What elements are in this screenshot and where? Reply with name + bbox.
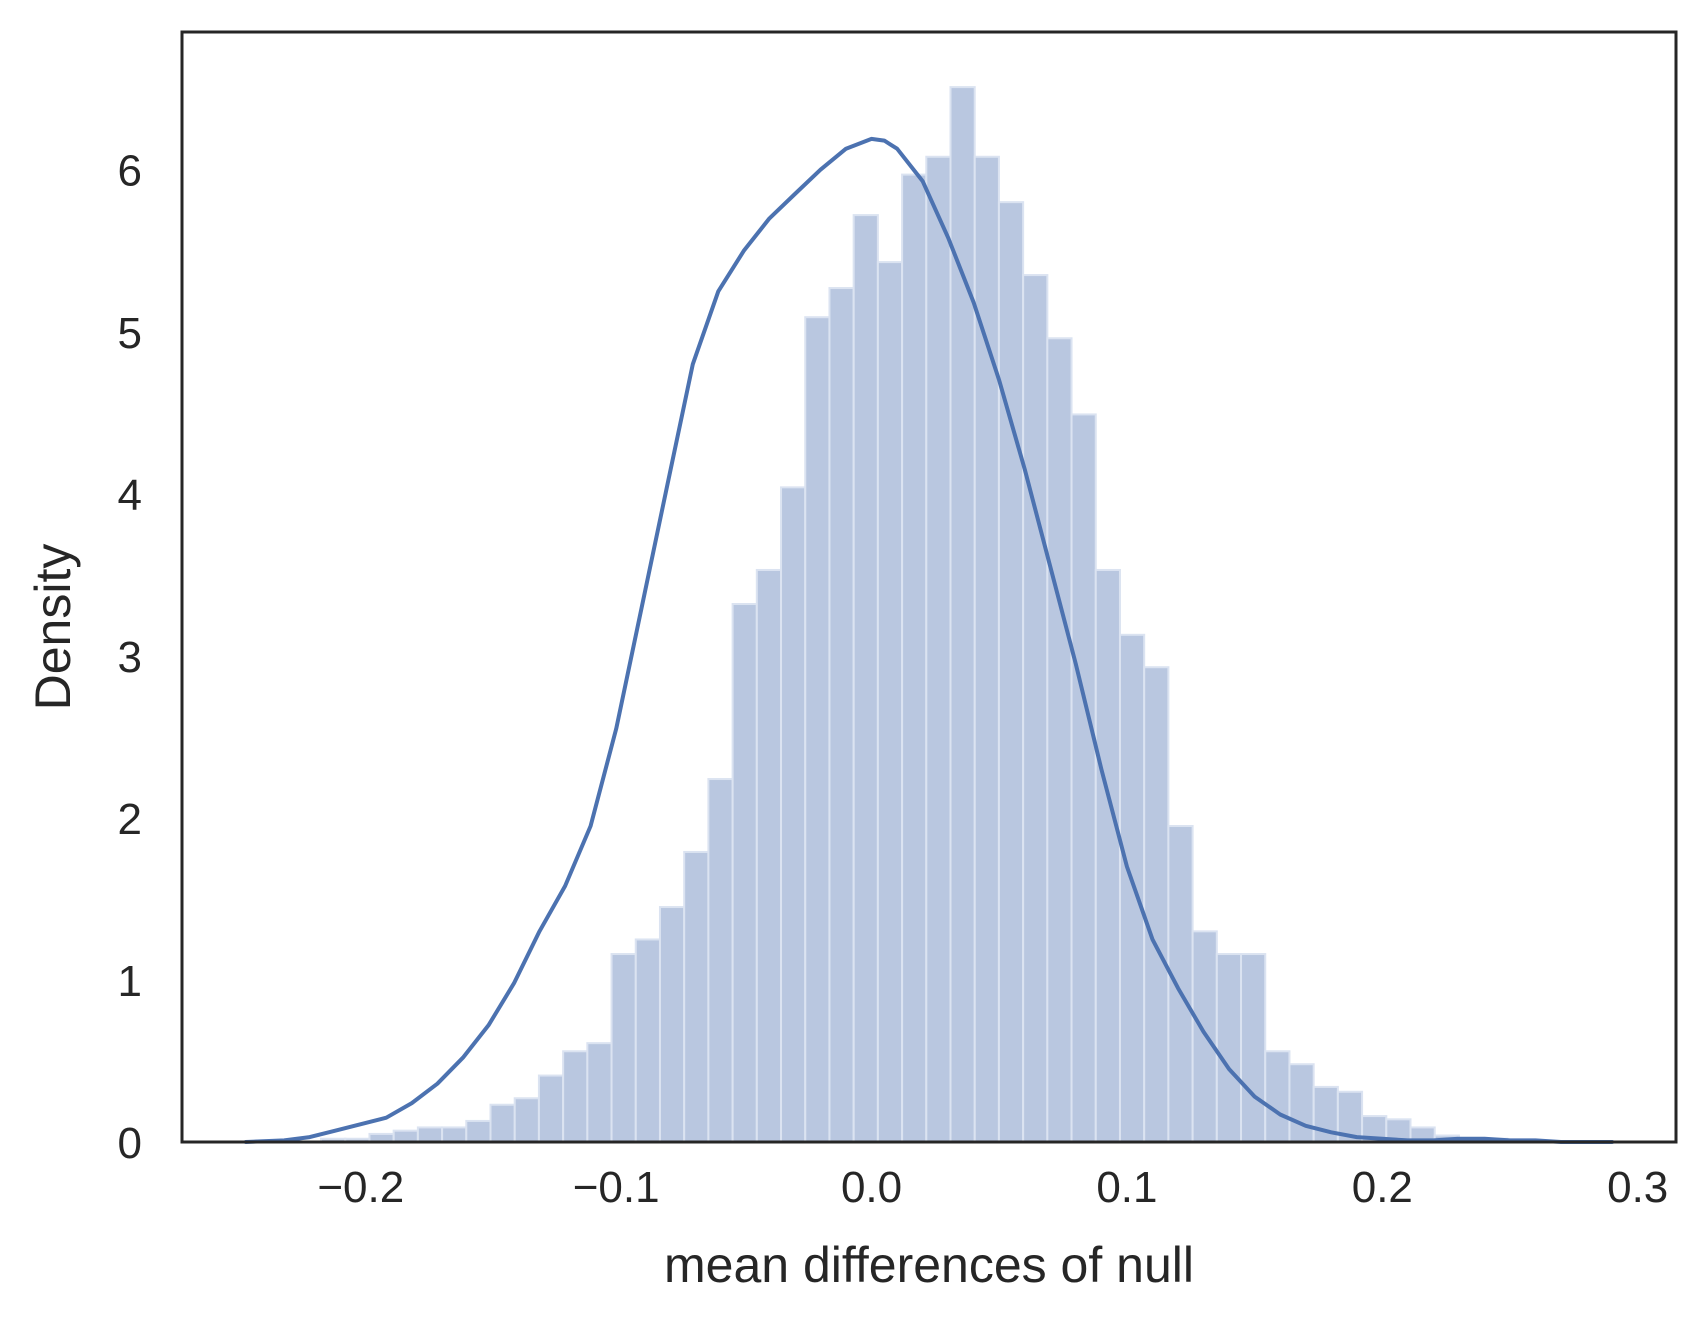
histogram-bar [1143, 666, 1170, 1143]
histogram-bar [973, 155, 1000, 1143]
histogram-bar [658, 906, 686, 1143]
histogram-bar [513, 1097, 540, 1143]
histogram-bar [1094, 568, 1121, 1143]
x-tick-label: 0.0 [841, 1163, 902, 1212]
y-tick-label: 0 [118, 1119, 142, 1168]
y-tick-label: 3 [118, 633, 142, 682]
y-axis-label: Density [25, 544, 81, 711]
histogram-bar [683, 850, 710, 1143]
x-tick-label: −0.1 [573, 1163, 660, 1212]
histogram-bar [997, 201, 1025, 1143]
histogram-bar [1240, 953, 1267, 1143]
histogram-bar [876, 261, 904, 1144]
histogram-bar [1264, 1050, 1291, 1144]
histogram-bar [416, 1126, 444, 1143]
histogram-bar [610, 953, 637, 1143]
histogram-bar [489, 1103, 516, 1144]
y-tick-label: 1 [118, 957, 142, 1006]
x-tick-label: 0.2 [1352, 1163, 1413, 1212]
histogram-bar [562, 1050, 589, 1144]
histogram-bar [1022, 274, 1049, 1144]
histogram-bar [1288, 1063, 1315, 1144]
histogram-bar [852, 214, 879, 1143]
kde-curve [243, 136, 1615, 1144]
y-tick-label: 4 [118, 471, 142, 520]
histogram-bar [949, 86, 976, 1144]
histogram-bar [828, 287, 855, 1144]
histogram-bar [465, 1119, 492, 1144]
histogram-bar [707, 778, 734, 1143]
histogram-bar [586, 1042, 613, 1144]
y-tick-label: 5 [118, 309, 142, 358]
x-tick-label: −0.2 [317, 1163, 404, 1212]
x-axis-ticks: −0.2 −0.1 0.0 0.1 0.2 0.3 [317, 1163, 1668, 1212]
y-tick-label: 2 [118, 795, 142, 844]
histogram-bar [1215, 953, 1243, 1143]
histogram-bar [780, 486, 807, 1143]
histogram-bar [537, 1074, 565, 1143]
histogram-bar [1167, 825, 1194, 1143]
histogram-bar [1118, 633, 1146, 1143]
y-tick-label: 6 [118, 147, 142, 196]
histogram-bar [1070, 413, 1097, 1144]
histogram-bars [320, 86, 1509, 1144]
histogram-bar [634, 938, 661, 1143]
x-axis-label: mean differences of null [664, 1237, 1194, 1293]
histogram-bar [441, 1126, 468, 1143]
histogram-bar [392, 1129, 419, 1144]
histogram-bar [925, 155, 952, 1143]
plot-frame [180, 30, 1678, 1144]
histogram-bar [804, 316, 831, 1143]
histogram-bar [731, 603, 758, 1143]
histogram-bar [1046, 337, 1073, 1144]
x-tick-label: 0.3 [1607, 1163, 1668, 1212]
x-tick-label: 0.1 [1096, 1163, 1157, 1212]
histogram-bar [755, 568, 783, 1143]
histogram-bar [901, 173, 928, 1144]
y-axis-ticks: 0 1 2 3 4 5 6 [118, 147, 142, 1168]
